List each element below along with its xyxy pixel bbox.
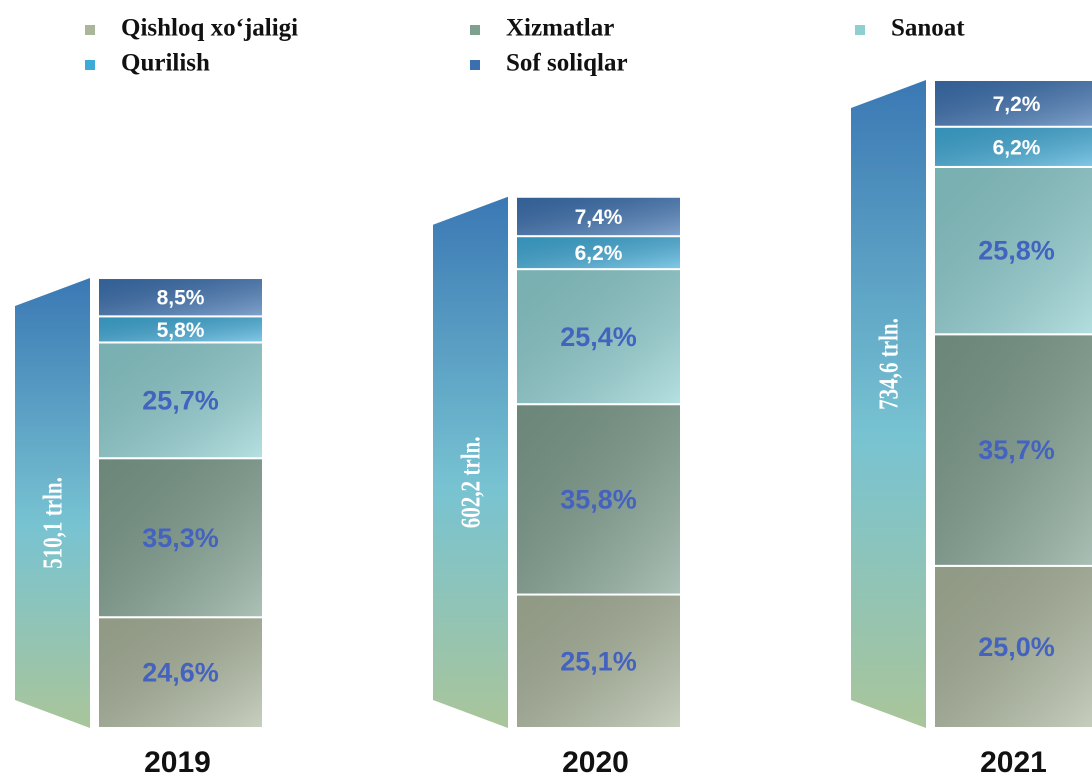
x-tick-label: 2020 bbox=[562, 746, 629, 779]
segment-label: 8,5% bbox=[157, 287, 205, 310]
legend-marker bbox=[470, 25, 480, 35]
segment-label: 6,2% bbox=[575, 242, 623, 265]
segment-shine bbox=[517, 237, 680, 269]
legend-label: Qurilish bbox=[121, 50, 210, 77]
segment-label: 7,4% bbox=[575, 206, 623, 229]
total-label: 510,1 trln. bbox=[38, 477, 68, 569]
segment-label: 6,2% bbox=[993, 136, 1041, 159]
segment-label: 5,8% bbox=[157, 319, 205, 342]
segment-label: 24,6% bbox=[142, 658, 219, 688]
segment-label: 25,4% bbox=[560, 322, 637, 352]
segment-label: 25,0% bbox=[978, 632, 1055, 662]
segment-shine bbox=[99, 618, 262, 727]
segment-label: 35,3% bbox=[142, 523, 219, 553]
segment-shine bbox=[935, 81, 1092, 126]
legend-marker bbox=[85, 25, 95, 35]
legend-label: Xizmatlar bbox=[506, 15, 614, 42]
segment-shine bbox=[935, 566, 1092, 727]
segment-shine bbox=[99, 343, 262, 458]
segment-label: 35,7% bbox=[978, 435, 1055, 465]
segment-shine bbox=[517, 197, 680, 236]
segment-shine bbox=[99, 279, 262, 316]
legend-label: Sof soliqlar bbox=[506, 50, 628, 77]
legend-marker bbox=[855, 25, 865, 35]
segment-label: 25,7% bbox=[142, 385, 219, 415]
x-tick-label: 2019 bbox=[144, 746, 211, 779]
segment-shine bbox=[517, 595, 680, 727]
segment-shine bbox=[935, 167, 1092, 334]
segment-label: 25,1% bbox=[560, 646, 637, 676]
total-label: 602,2 trln. bbox=[456, 436, 486, 528]
segment-shine bbox=[935, 127, 1092, 166]
segment-shine bbox=[99, 459, 262, 617]
segment-label: 7,2% bbox=[993, 93, 1041, 116]
segment-shine bbox=[935, 335, 1092, 565]
segment-shine bbox=[517, 270, 680, 404]
legend-marker bbox=[85, 60, 95, 70]
segment-label: 25,8% bbox=[978, 236, 1055, 266]
legend-marker bbox=[470, 60, 480, 70]
total-ribbon bbox=[851, 80, 926, 728]
segment-shine bbox=[517, 405, 680, 594]
legend-label: Sanoat bbox=[891, 15, 965, 42]
total-label: 734,6 trln. bbox=[874, 318, 904, 410]
legend-label: Qishloq xo‘jaligi bbox=[121, 15, 298, 42]
segment-label: 35,8% bbox=[560, 484, 637, 514]
total-ribbon bbox=[433, 196, 508, 728]
total-ribbon bbox=[15, 278, 90, 728]
segment-shine bbox=[99, 317, 262, 342]
x-tick-label: 2021 bbox=[980, 746, 1047, 779]
